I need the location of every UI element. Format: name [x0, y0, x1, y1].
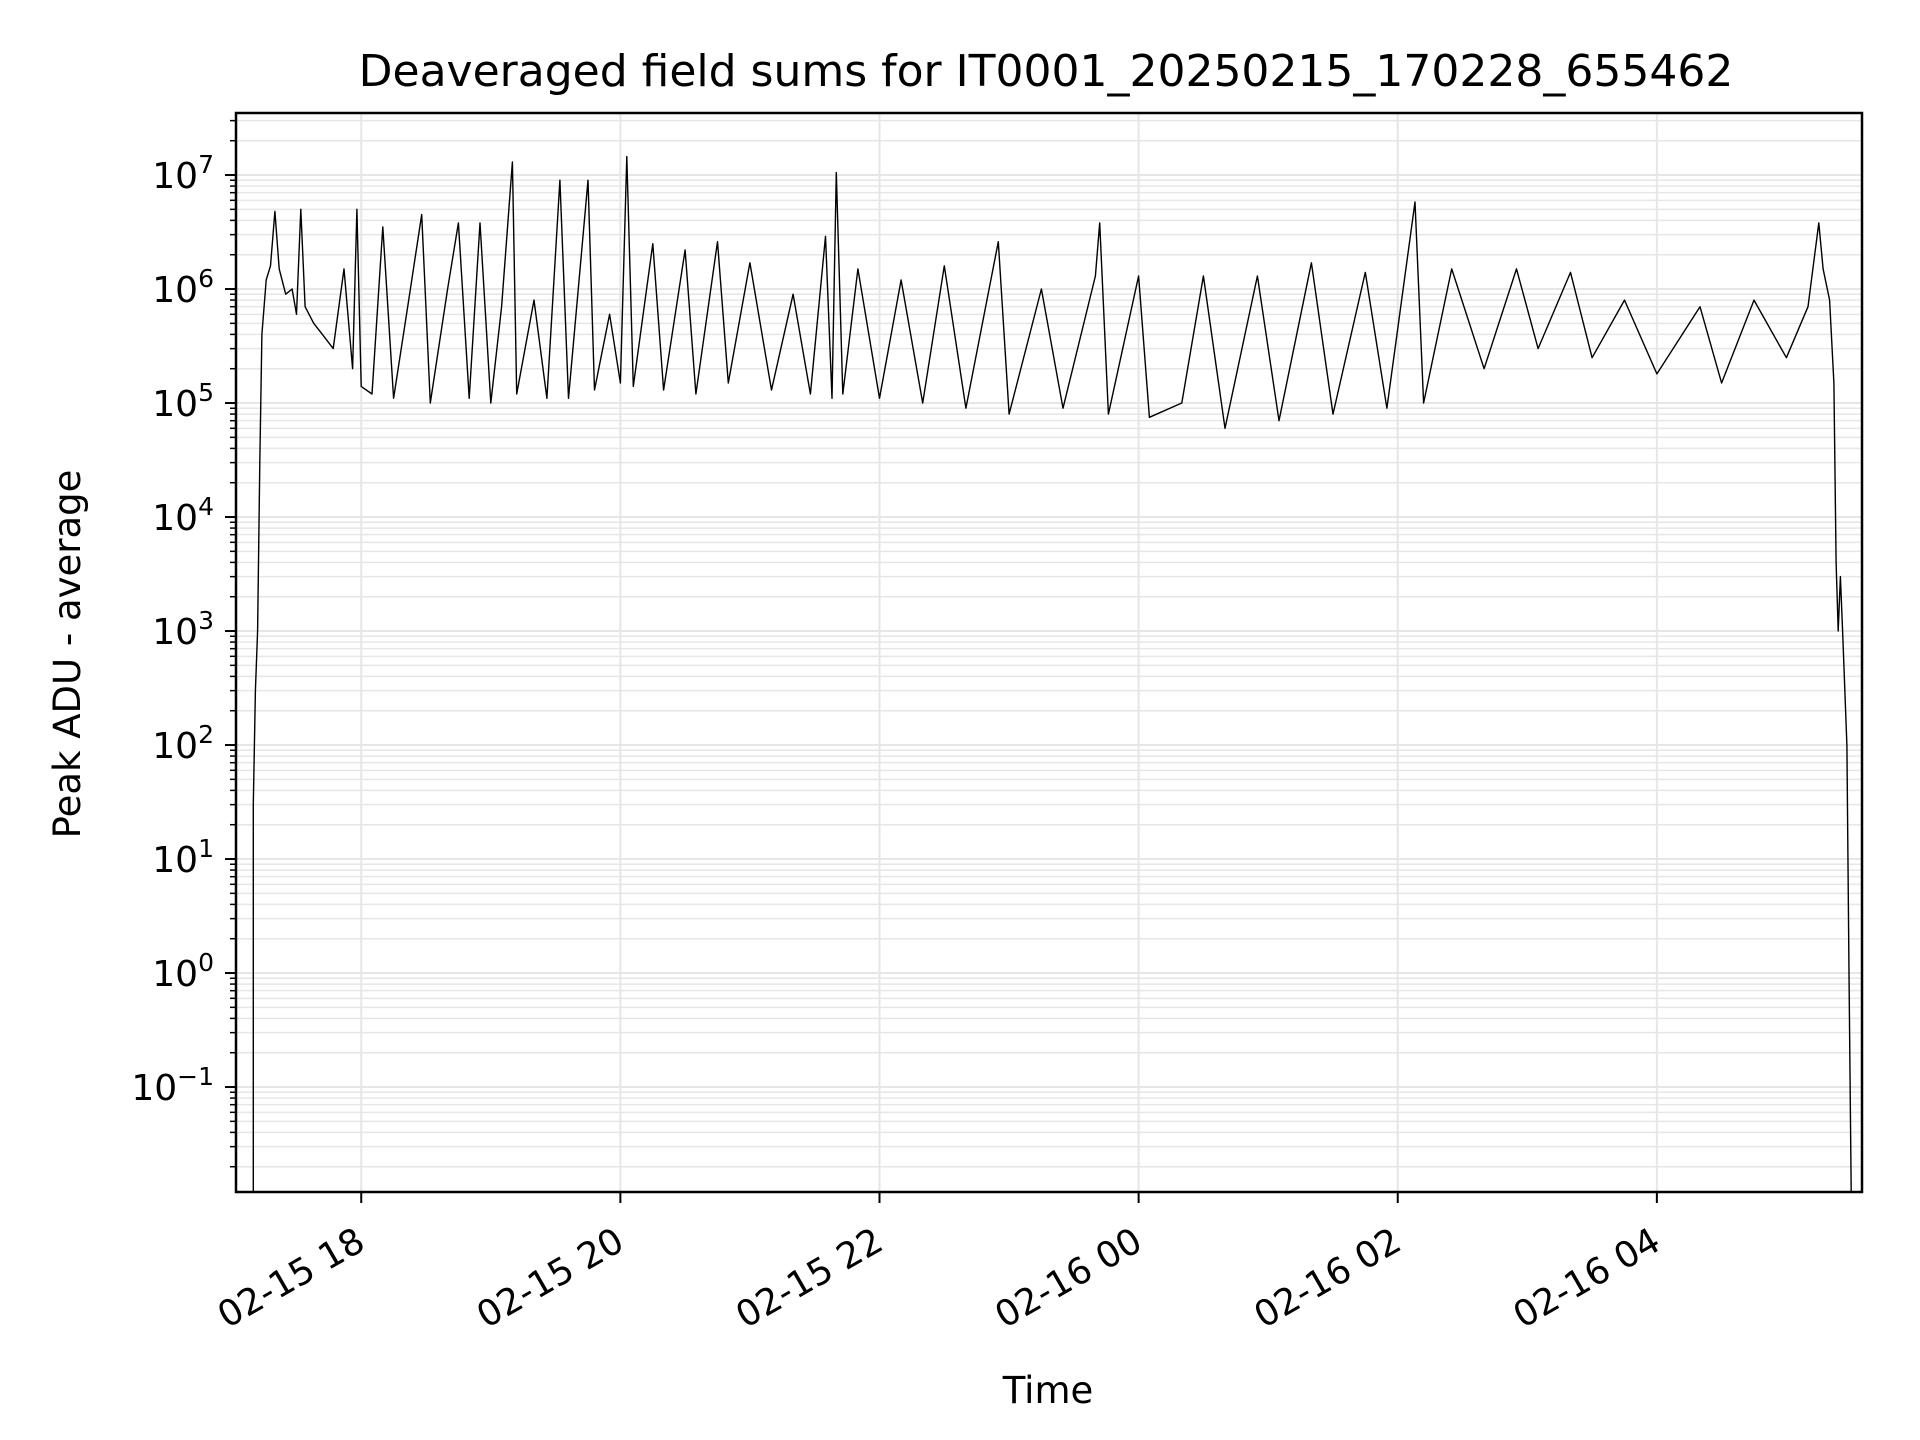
y-tick-label: 100: [152, 948, 214, 995]
series-layer: [252, 155, 1852, 1193]
y-tick-label: 107: [152, 150, 214, 197]
y-axis-label: Peak ADU - average: [46, 470, 89, 839]
y-tick-label: 10−1: [131, 1062, 214, 1109]
chart-title: Deaveraged field sums for IT0001_2025021…: [359, 46, 1734, 97]
y-tick-label: 104: [152, 492, 214, 539]
y-tick-label: 102: [152, 720, 214, 767]
grid: [236, 113, 1862, 1192]
series-line: [252, 155, 1852, 1193]
plot-area-frame: [234, 111, 1864, 1194]
x-axis-label: Time: [1002, 1369, 1094, 1412]
